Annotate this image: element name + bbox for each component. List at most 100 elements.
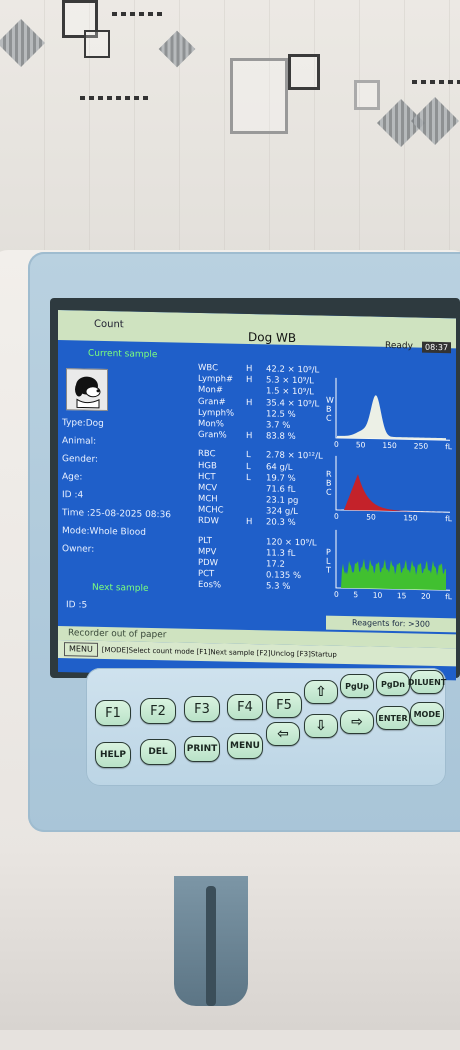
rbc-axes bbox=[335, 455, 450, 513]
wbc-tick: 0 bbox=[334, 439, 339, 449]
param-value: 1.5 × 10⁹/L bbox=[266, 386, 314, 398]
param-name: HCT bbox=[198, 471, 216, 482]
plt-tick: 20 bbox=[421, 591, 431, 601]
param-flag: L bbox=[246, 472, 251, 483]
param-name: Mon# bbox=[198, 385, 224, 396]
key-right[interactable]: ⇨ bbox=[340, 710, 374, 734]
param-value: 324 g/L bbox=[266, 506, 298, 518]
dog-avatar bbox=[66, 368, 108, 412]
param-flag: H bbox=[246, 363, 253, 375]
param-value: 12.5 % bbox=[266, 409, 296, 420]
param-value: 71.6 fL bbox=[266, 484, 296, 495]
key-del[interactable]: DEL bbox=[140, 739, 176, 765]
param-flag: L bbox=[246, 461, 251, 472]
arrow-up-icon: ⇧ bbox=[315, 684, 327, 700]
wall-tile-dash bbox=[80, 96, 150, 100]
key-down[interactable]: ⇩ bbox=[304, 714, 338, 738]
param-name: Lymph% bbox=[198, 407, 235, 419]
current-sample-label: Current sample bbox=[88, 348, 158, 361]
param-name: Gran% bbox=[198, 430, 227, 441]
param-value: 20.3 % bbox=[266, 517, 296, 529]
arrow-down-icon: ⇩ bbox=[315, 718, 327, 734]
wall-tile-square bbox=[288, 54, 320, 90]
param-value: 2.78 × 10¹²/L bbox=[266, 450, 323, 462]
param-name: Lymph# bbox=[198, 374, 234, 385]
count-tab: Count bbox=[94, 318, 124, 331]
wbc-tick: 250 bbox=[413, 441, 429, 451]
clock: 08:37 bbox=[422, 341, 452, 354]
wbc-tick: 150 bbox=[382, 440, 397, 451]
param-name: Gran# bbox=[198, 396, 226, 408]
param-value: 19.7 % bbox=[266, 473, 296, 484]
sample-probe-port bbox=[174, 876, 248, 1006]
param-flag: L bbox=[246, 450, 251, 461]
key-print[interactable]: PRINT bbox=[184, 736, 220, 762]
key-hints: [MODE]Select count mode [F1]Next sample … bbox=[101, 645, 337, 659]
key-left[interactable]: ⇦ bbox=[266, 722, 300, 746]
plt-tick: 10 bbox=[372, 590, 383, 600]
param-flag: H bbox=[246, 397, 253, 408]
key-enter[interactable]: ENTER bbox=[376, 706, 410, 730]
key-f5[interactable]: F5 bbox=[266, 692, 302, 718]
param-name: MCH bbox=[198, 493, 218, 505]
param-row-eos-pct: Eos% 5.3 % bbox=[198, 580, 348, 594]
key-help[interactable]: HELP bbox=[95, 742, 131, 768]
param-name: MCV bbox=[198, 482, 218, 494]
param-value: 35.4 × 10⁹/L bbox=[266, 397, 320, 410]
key-mode[interactable]: MODE bbox=[410, 702, 444, 726]
plt-histogram-plot bbox=[335, 529, 450, 591]
param-value: 11.3 fL bbox=[266, 548, 296, 559]
param-name: Eos% bbox=[198, 580, 222, 591]
key-diluent[interactable]: DILUENT bbox=[408, 670, 446, 694]
param-value: 5.3 × 10⁹/L bbox=[266, 375, 314, 387]
plt-curve bbox=[337, 558, 446, 591]
key-menu[interactable]: MENU bbox=[227, 733, 263, 759]
param-value: 0.135 % bbox=[266, 570, 302, 582]
ready-status: Ready bbox=[385, 340, 413, 352]
param-name: HGB bbox=[198, 460, 217, 471]
key-f1[interactable]: F1 bbox=[95, 700, 131, 726]
wall-tile-dash bbox=[112, 12, 162, 16]
key-f4[interactable]: F4 bbox=[227, 694, 263, 720]
rbc-tick: 0 bbox=[334, 511, 339, 521]
arrow-left-icon: ⇦ bbox=[277, 726, 289, 742]
param-name: RDW bbox=[198, 516, 219, 527]
rbc-histogram-plot bbox=[335, 455, 450, 513]
gender-field: Gender: bbox=[62, 454, 99, 465]
param-flag: H bbox=[246, 431, 253, 442]
wbc-axes bbox=[335, 377, 450, 441]
plt-tick: 5 bbox=[353, 590, 359, 600]
key-pgup[interactable]: PgUp bbox=[340, 674, 374, 698]
param-value: 83.8 % bbox=[266, 431, 296, 443]
reagents-counter: Reagents for: >300 Counts bbox=[326, 615, 456, 642]
rbc-curve bbox=[337, 474, 446, 513]
param-name: PLT bbox=[198, 535, 212, 546]
plt-ticks: 0 5 10 15 20 fL bbox=[334, 590, 452, 601]
param-name: PDW bbox=[198, 557, 219, 569]
key-f3[interactable]: F3 bbox=[184, 696, 220, 722]
param-value: 42.2 × 10⁹/L bbox=[266, 364, 320, 376]
plt-tick: 15 bbox=[396, 591, 407, 601]
param-name: WBC bbox=[198, 362, 219, 374]
plt-tick: 0 bbox=[334, 589, 339, 599]
key-up[interactable]: ⇧ bbox=[304, 680, 338, 704]
next-id-field: ID :5 bbox=[66, 600, 88, 611]
wbc-tick: fL bbox=[445, 442, 452, 452]
param-value: 64 g/L bbox=[266, 461, 293, 473]
wall-tile-square bbox=[84, 30, 110, 58]
key-pgdn[interactable]: PgDn bbox=[376, 672, 410, 696]
param-value: 120 × 10⁹/L bbox=[266, 536, 317, 549]
wbc-tick: 50 bbox=[355, 440, 366, 450]
param-name: Mon% bbox=[198, 418, 224, 430]
sample-info: Type:Dog Animal: Gender: Age: ID :4 Time… bbox=[62, 414, 202, 561]
wbc-histogram-plot bbox=[335, 377, 450, 441]
param-flag: H bbox=[246, 375, 253, 386]
param-flag: H bbox=[246, 517, 253, 528]
key-f2[interactable]: F2 bbox=[140, 698, 176, 724]
